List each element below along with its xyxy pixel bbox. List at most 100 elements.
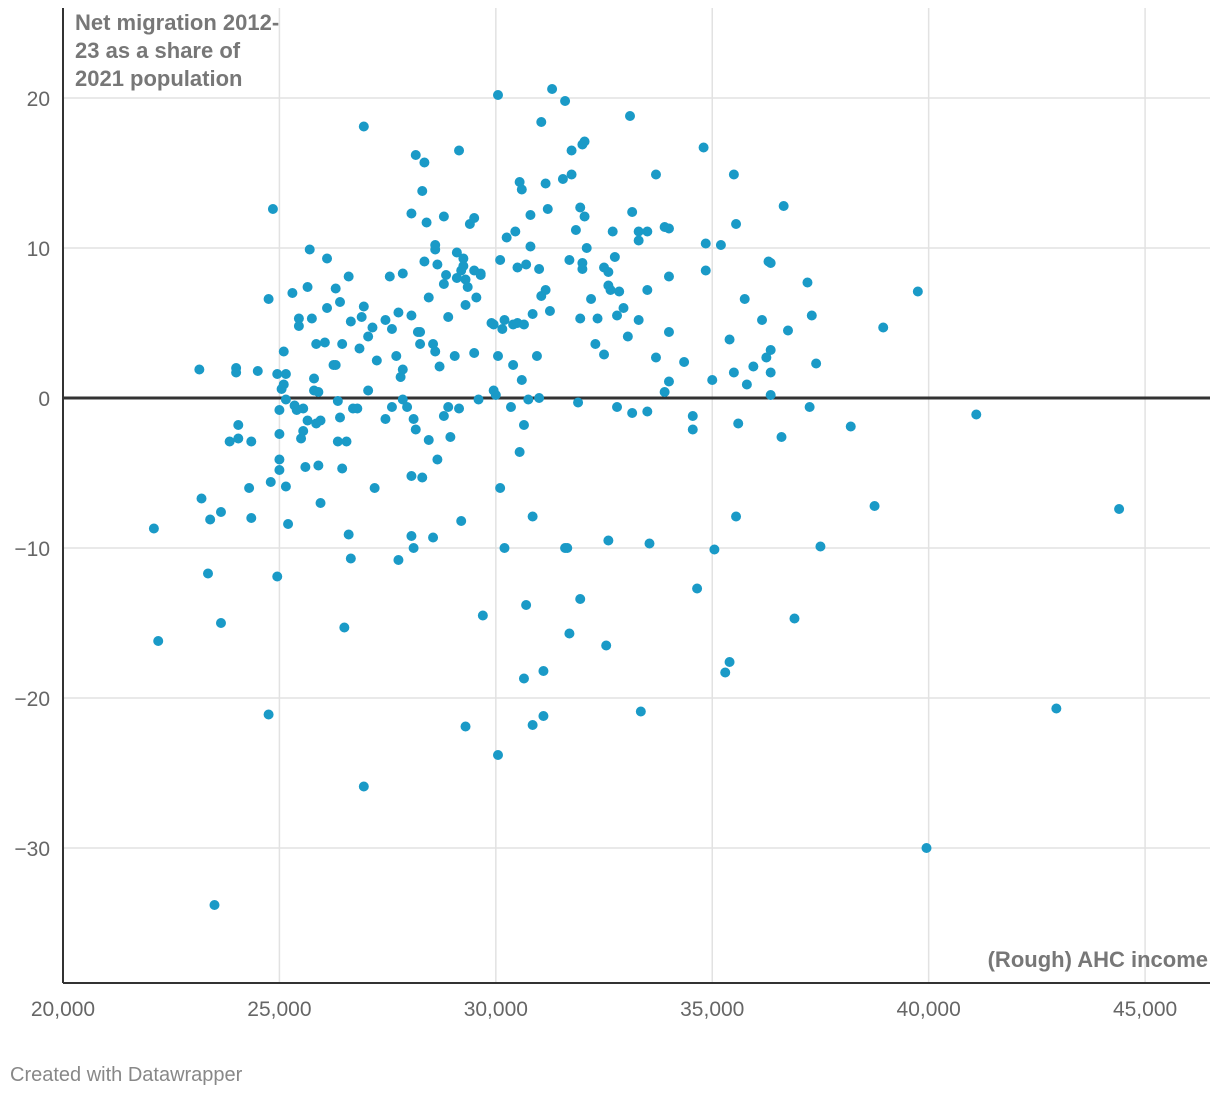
data-point xyxy=(332,396,343,406)
data-point xyxy=(417,186,428,196)
data-point xyxy=(246,436,257,447)
data-point xyxy=(233,420,244,430)
data-point xyxy=(319,337,330,348)
data-point xyxy=(419,157,430,168)
data-point xyxy=(789,613,800,624)
data-point xyxy=(265,477,276,487)
data-point xyxy=(244,483,255,493)
data-point xyxy=(432,259,443,270)
data-point xyxy=(430,240,441,250)
data-point xyxy=(527,511,538,522)
data-point xyxy=(153,636,164,646)
data-point xyxy=(603,535,614,546)
data-point xyxy=(454,145,465,156)
y-axis-title-line: Net migration 2012- xyxy=(75,10,279,35)
data-point xyxy=(575,594,586,604)
data-point xyxy=(562,543,573,553)
data-point xyxy=(410,424,421,435)
data-point xyxy=(438,411,449,421)
data-point xyxy=(510,226,521,237)
data-point xyxy=(579,211,590,222)
data-point xyxy=(287,288,298,298)
data-point xyxy=(354,343,365,354)
data-point xyxy=(757,315,768,325)
data-point xyxy=(423,292,434,303)
data-point xyxy=(542,204,553,214)
data-point xyxy=(233,433,244,444)
data-point xyxy=(495,255,506,265)
data-point xyxy=(912,286,923,297)
gridlines xyxy=(63,8,1210,983)
data-point xyxy=(607,226,618,237)
data-point xyxy=(633,235,644,246)
data-point xyxy=(278,379,289,390)
data-point xyxy=(700,265,711,276)
data-point xyxy=(557,174,568,184)
data-point xyxy=(432,454,443,465)
data-point xyxy=(415,339,426,349)
data-point xyxy=(445,432,456,442)
y-tick-label: −30 xyxy=(14,838,50,861)
data-point xyxy=(443,402,454,412)
data-point xyxy=(642,285,653,295)
data-point xyxy=(492,351,503,361)
data-point xyxy=(921,843,932,853)
data-point xyxy=(419,256,430,267)
data-point xyxy=(315,415,326,426)
data-point xyxy=(579,136,590,147)
data-point xyxy=(369,483,380,493)
data-point xyxy=(733,418,744,429)
data-point xyxy=(612,310,623,321)
data-point xyxy=(499,315,510,325)
data-point xyxy=(451,247,462,258)
data-point xyxy=(538,711,549,721)
data-point xyxy=(802,277,813,288)
data-point xyxy=(460,721,471,732)
data-point xyxy=(224,436,235,447)
data-point xyxy=(337,463,348,474)
data-point xyxy=(590,339,601,349)
data-point xyxy=(512,262,523,273)
data-point xyxy=(625,111,636,121)
x-tick-labels: 20,000 25,000 30,000 35,000 40,000 45,000 xyxy=(31,998,1177,1021)
data-point xyxy=(460,274,471,285)
data-point xyxy=(765,367,776,378)
data-point xyxy=(518,673,529,684)
data-point xyxy=(663,223,674,234)
data-point xyxy=(263,294,274,304)
x-tick-label: 25,000 xyxy=(247,998,311,1021)
data-point xyxy=(406,208,417,219)
data-point xyxy=(313,387,324,397)
data-point xyxy=(663,376,674,387)
data-point xyxy=(663,327,674,337)
data-point xyxy=(330,283,341,294)
data-point xyxy=(534,264,545,274)
data-point xyxy=(283,519,294,529)
data-point xyxy=(815,541,826,552)
data-point xyxy=(428,532,439,543)
data-point xyxy=(443,312,454,322)
data-point xyxy=(280,481,291,492)
data-point xyxy=(367,322,378,333)
data-point xyxy=(627,408,638,418)
y-tick-label: 20 xyxy=(27,88,50,111)
data-point xyxy=(540,285,551,295)
data-point xyxy=(720,667,731,678)
data-point xyxy=(728,367,739,378)
data-point xyxy=(332,436,343,447)
data-point xyxy=(267,204,278,214)
data-point xyxy=(490,390,501,400)
data-point xyxy=(280,369,291,379)
data-point xyxy=(715,240,726,250)
data-point xyxy=(296,433,307,444)
data-point xyxy=(272,369,283,379)
data-point xyxy=(438,279,449,289)
data-point xyxy=(778,201,789,211)
data-point xyxy=(605,285,616,295)
data-point xyxy=(343,529,354,540)
data-point xyxy=(345,316,356,327)
data-point xyxy=(782,325,793,336)
data-point xyxy=(527,720,538,730)
x-axis-title: (Rough) AHC income xyxy=(988,947,1208,972)
data-point xyxy=(521,600,532,610)
